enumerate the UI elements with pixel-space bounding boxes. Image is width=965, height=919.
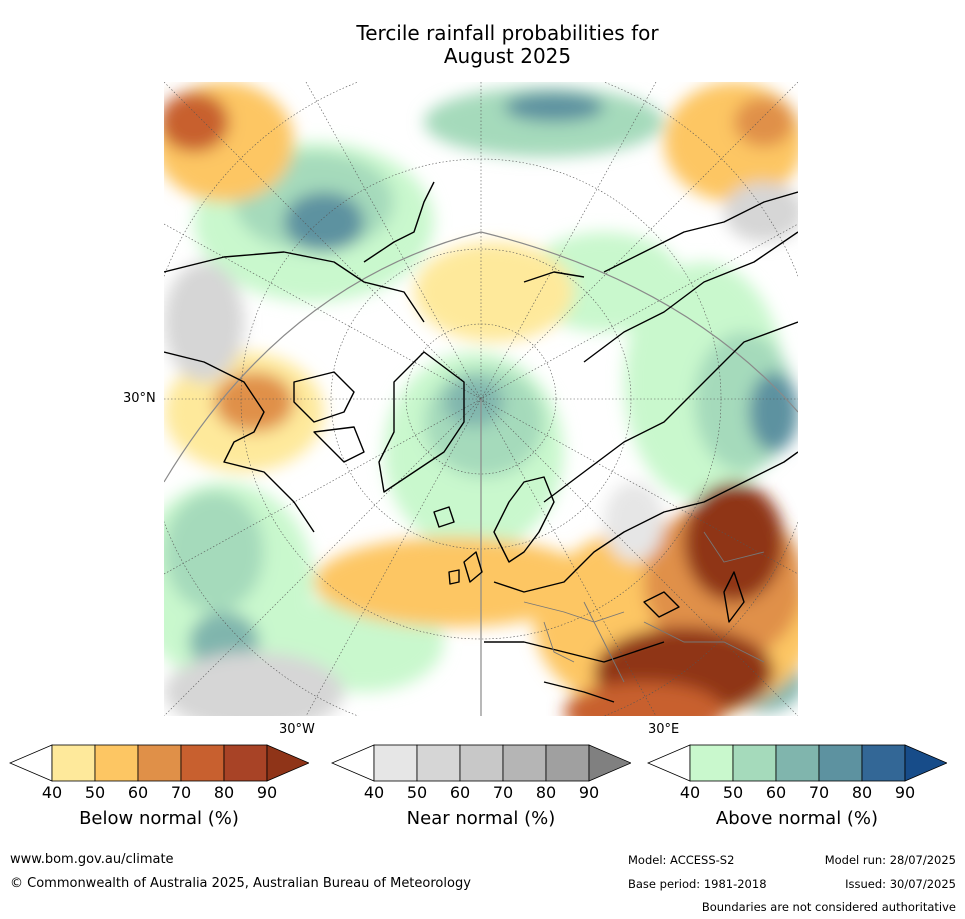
cb-above-tick: 80 — [851, 783, 873, 802]
colorbar-max-extension — [266, 744, 309, 782]
colorbar-segment — [502, 744, 547, 782]
cb-above-tick: 70 — [808, 783, 830, 802]
colorbar-segment — [689, 744, 734, 782]
issued-date: Issued: 30/07/2025 — [845, 877, 956, 891]
colorbar-min-extension — [647, 744, 691, 782]
cb-near-tick: 60 — [449, 783, 471, 802]
cb-below-tick: 90 — [256, 783, 278, 802]
cb-below-tick: 50 — [84, 783, 106, 802]
colorbar-max-extension — [588, 744, 631, 782]
coastlines — [164, 181, 798, 703]
cb-above-tick: 90 — [894, 783, 916, 802]
colorbar-segment — [137, 744, 182, 782]
cb-below-tick: 40 — [41, 783, 63, 802]
country-borders — [523, 531, 765, 683]
colorbar-below-label: Below normal (%) — [79, 808, 239, 829]
cb-above-tick: 40 — [679, 783, 701, 802]
colorbar-max-extension — [904, 744, 947, 782]
colorbar-segment — [775, 744, 820, 782]
colorbar-segment — [94, 744, 139, 782]
longitude-label-30w: 30°W — [279, 722, 315, 737]
map-canvas — [164, 82, 798, 716]
colorbar-below-ticks: 40 50 60 70 80 90 — [9, 783, 309, 803]
colorbar-min-extension — [331, 744, 375, 782]
copyright-text: © Commonwealth of Australia 2025, Austra… — [10, 876, 471, 891]
website-link[interactable]: www.bom.gov.au/climate — [10, 852, 174, 867]
colorbar-near-label: Near normal (%) — [406, 808, 556, 829]
colorbar-segment — [732, 744, 777, 782]
colorbar-below-normal — [9, 744, 309, 782]
cb-near-tick: 90 — [578, 783, 600, 802]
cb-above-tick: 60 — [765, 783, 787, 802]
cb-near-tick: 50 — [406, 783, 428, 802]
colorbar-near-ticks: 40 50 60 70 80 90 — [331, 783, 631, 803]
colorbar-segment — [223, 744, 268, 782]
colorbar-min-extension — [9, 744, 53, 782]
model-name: Model: ACCESS-S2 — [628, 853, 735, 867]
colorbar-segment — [416, 744, 461, 782]
colorbar-above-label: Above normal (%) — [715, 808, 879, 829]
colorbar-segment — [861, 744, 906, 782]
cb-near-tick: 70 — [492, 783, 514, 802]
cb-below-tick: 60 — [127, 783, 149, 802]
colorbar-above-ticks: 40 50 60 70 80 90 — [647, 783, 947, 803]
boundaries-disclaimer: Boundaries are not considered authoritat… — [701, 900, 956, 914]
colorbar-segment — [459, 744, 504, 782]
model-run-date: Model run: 28/07/2025 — [824, 853, 956, 867]
cb-near-tick: 80 — [535, 783, 557, 802]
cb-near-tick: 40 — [363, 783, 385, 802]
colorbar-above-normal — [647, 744, 947, 782]
colorbar-segment — [373, 744, 418, 782]
polar-rainfall-map — [164, 82, 798, 716]
longitude-meridians-grey — [164, 231, 798, 716]
map-title: Tercile rainfall probabilities for Augus… — [356, 21, 659, 68]
colorbar-near-normal — [331, 744, 631, 782]
cb-below-tick: 70 — [170, 783, 192, 802]
colorbar-segment — [51, 744, 96, 782]
latitude-label-30n: 30°N — [123, 391, 156, 406]
colorbar-segment — [545, 744, 590, 782]
base-period: Base period: 1981-2018 — [628, 877, 767, 891]
colorbar-segment — [180, 744, 225, 782]
colorbar-segment — [818, 744, 863, 782]
cb-below-tick: 80 — [213, 783, 235, 802]
cb-above-tick: 50 — [722, 783, 744, 802]
longitude-label-30e: 30°E — [648, 722, 680, 737]
